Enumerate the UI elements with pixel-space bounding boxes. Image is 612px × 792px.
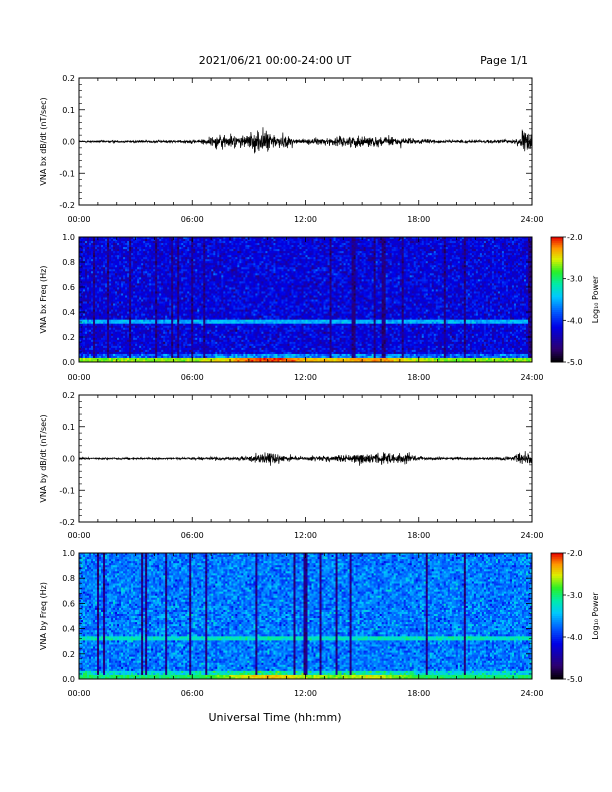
- x-tick-label: 12:00: [294, 215, 317, 224]
- x-tick-label: 24:00: [520, 215, 543, 224]
- spectrogram-cells: [79, 237, 532, 362]
- x-tick-label: 18:00: [407, 215, 430, 224]
- header-page: Page 1/1: [480, 54, 528, 67]
- y-tick-label: 0.1: [62, 106, 75, 115]
- y-tick-label: 0.2: [62, 74, 75, 83]
- x-tick-label: 06:00: [181, 215, 204, 224]
- y-tick-label: 0.0: [62, 138, 75, 147]
- y-tick-label: -0.1: [59, 169, 75, 178]
- y-tick-label: -0.2: [59, 201, 75, 210]
- x-tick-label: 00:00: [67, 215, 90, 224]
- bx-dbdt-panel: 0.2 0.1 0.0 -0.1 -0.2 VNA bx dB/dt (nT/sec) 00…: [39, 74, 544, 224]
- header-date-range: 2021/06/21 00:00-24:00 UT: [199, 54, 352, 67]
- y-axis-label: VNA bx dB/dt (nT/sec): [39, 97, 48, 185]
- dbdt-trace: [79, 127, 532, 153]
